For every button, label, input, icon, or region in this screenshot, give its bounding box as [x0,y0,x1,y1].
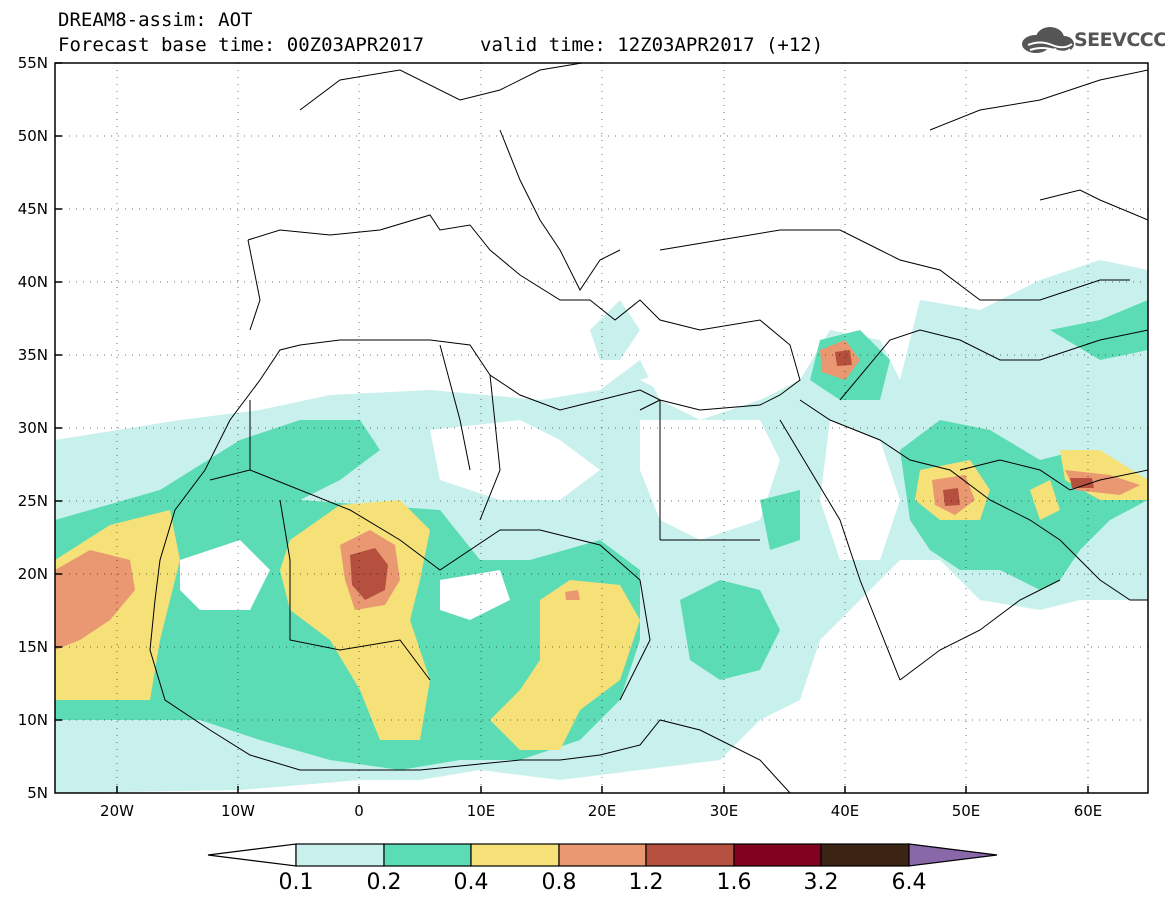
lat-label: 50N [17,127,48,145]
lon-label: 30E [709,802,739,820]
lat-label: 45N [17,200,48,218]
lon-label: 60E [1073,802,1103,820]
colorbar-label: 0.4 [453,870,489,895]
colorbar-arrow-high [908,843,998,867]
cloud-icon [1022,27,1074,53]
lat-label: 15N [17,638,48,656]
lon-label: 40E [830,802,860,820]
lat-label: 20N [17,565,48,583]
axis-ticks [55,62,1089,793]
colorbar-label: 1.2 [628,870,664,895]
logo-text: SEEVCCC [1074,29,1165,51]
aot-field [55,260,1148,793]
colorbar-label: 0.1 [278,870,314,895]
graticule [55,63,1148,793]
colorbar-label: 1.6 [716,870,752,895]
colorbar-swatch [645,843,735,867]
lat-label: 35N [17,346,48,364]
forecast-base-time: Forecast base time: 00Z03APR2017 [58,34,425,56]
colorbar-swatch [295,843,385,867]
colorbar-label: 0.8 [541,870,577,895]
lat-label: 40N [17,273,48,291]
colorbar-label: 6.4 [891,870,927,895]
colorbar-swatch [383,843,472,867]
lon-label: 50E [951,802,981,820]
valid-time: valid time: 12Z03APR2017 (+12) [480,34,824,56]
colorbar-swatch [820,843,910,867]
lat-label: 10N [17,711,48,729]
lat-label: 25N [17,492,48,510]
lon-label: 10W [221,802,255,820]
colorbar-swatch [470,843,560,867]
lat-label: 55N [17,54,48,72]
colorbar-swatch [733,843,822,867]
colorbar-arrow-low [207,843,297,867]
colorbar-swatch [558,843,647,867]
lon-label: 0 [354,802,364,820]
colorbar-label: 3.2 [803,870,839,895]
lon-label: 10E [466,802,496,820]
lon-label: 20E [587,802,617,820]
map-title: DREAM8-assim: AOT [58,9,253,31]
lat-label: 30N [17,419,48,437]
coastlines [149,63,1148,793]
colorbar [207,843,998,867]
lat-label: 5N [27,784,48,802]
lon-label: 20W [100,802,134,820]
colorbar-label: 0.2 [366,870,402,895]
